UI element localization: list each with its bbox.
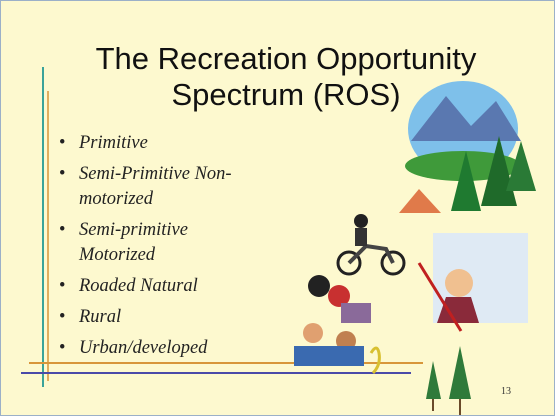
bullet-item: Urban/developed	[57, 336, 232, 361]
slide-title: The Recreation Opportunity Spectrum (ROS…	[61, 41, 511, 113]
bullet-list: Primitive Semi-Primitive Non- motorized Se…	[57, 131, 232, 367]
bullet-item: Semi-Primitive Non- motorized	[57, 162, 232, 212]
bullet-item: Roaded Natural	[57, 274, 232, 299]
slide: The Recreation Opportunity Spectrum (ROS…	[0, 0, 555, 416]
page-number: 13	[501, 386, 511, 397]
bullet-item: Primitive	[57, 131, 232, 156]
bullet-item: Rural	[57, 305, 232, 330]
bullet-item: Semi-primitive Motorized	[57, 218, 232, 268]
